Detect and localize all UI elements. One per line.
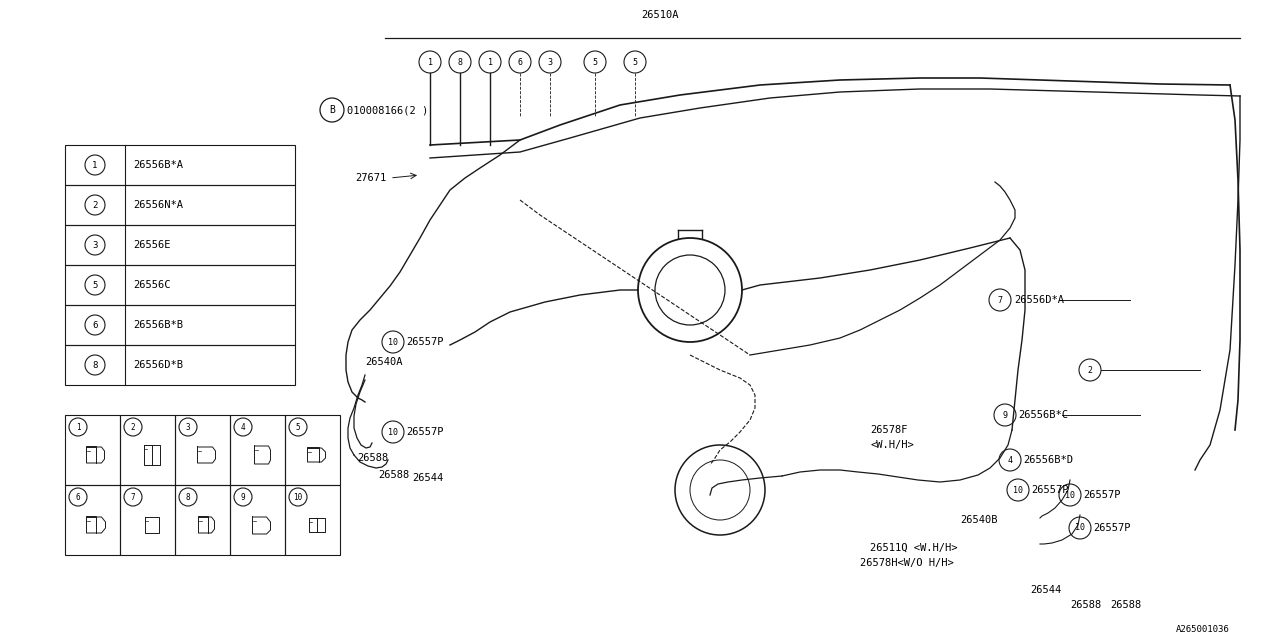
- Bar: [120, 485, 175, 555]
- Bar: [65, 145, 294, 185]
- Bar: [65, 185, 294, 225]
- Text: A265001036: A265001036: [1176, 625, 1230, 634]
- Text: 7: 7: [131, 493, 136, 502]
- Bar: [230, 415, 285, 485]
- Bar: [285, 415, 340, 485]
- Text: 26556B*B: 26556B*B: [133, 320, 183, 330]
- Text: 10: 10: [388, 337, 398, 346]
- Text: 10: 10: [1065, 490, 1075, 499]
- Text: 4: 4: [241, 422, 246, 431]
- Text: 4: 4: [1007, 456, 1012, 465]
- Text: 1: 1: [428, 58, 433, 67]
- Text: 5: 5: [632, 58, 637, 67]
- Text: 9: 9: [241, 493, 246, 502]
- Text: 26578H<W/O H/H>: 26578H<W/O H/H>: [860, 558, 954, 568]
- Text: 6: 6: [76, 493, 81, 502]
- Text: 5: 5: [92, 280, 97, 289]
- Text: 7: 7: [997, 296, 1002, 305]
- Text: 1: 1: [92, 161, 97, 170]
- Text: 6: 6: [517, 58, 522, 67]
- Text: 26556D*B: 26556D*B: [133, 360, 183, 370]
- Text: 10: 10: [293, 493, 302, 502]
- Bar: [230, 485, 285, 555]
- Text: 26557P: 26557P: [1083, 490, 1120, 500]
- Text: 26557P: 26557P: [1093, 523, 1130, 533]
- Text: 6: 6: [92, 321, 97, 330]
- Text: 26557P: 26557P: [406, 427, 443, 437]
- Bar: [65, 485, 120, 555]
- Bar: [65, 345, 294, 385]
- Text: 26588: 26588: [1070, 600, 1101, 610]
- Bar: [65, 265, 294, 305]
- Text: 010008166(2 ): 010008166(2 ): [347, 105, 429, 115]
- Text: 1: 1: [76, 422, 81, 431]
- Text: 5: 5: [296, 422, 301, 431]
- Text: 26510A: 26510A: [641, 10, 678, 20]
- Text: 26556B*C: 26556B*C: [1018, 410, 1068, 420]
- Text: 2: 2: [1088, 365, 1093, 374]
- Text: 3: 3: [92, 241, 97, 250]
- Bar: [120, 415, 175, 485]
- Text: 9: 9: [1002, 410, 1007, 419]
- Text: 26588: 26588: [378, 470, 410, 480]
- Text: 26556B*D: 26556B*D: [1023, 455, 1073, 465]
- Bar: [65, 415, 120, 485]
- Text: 1: 1: [488, 58, 493, 67]
- Text: B: B: [329, 105, 335, 115]
- Bar: [65, 305, 294, 345]
- Text: 26557P: 26557P: [1030, 485, 1069, 495]
- Text: 26540A: 26540A: [365, 357, 402, 367]
- Text: 8: 8: [92, 360, 97, 369]
- Text: 26540B: 26540B: [960, 515, 997, 525]
- Bar: [285, 485, 340, 555]
- Text: 26511Q <W.H/H>: 26511Q <W.H/H>: [870, 543, 957, 553]
- Bar: [175, 485, 230, 555]
- Text: 26588: 26588: [1110, 600, 1142, 610]
- Text: 26556E: 26556E: [133, 240, 170, 250]
- Text: 3: 3: [548, 58, 553, 67]
- Bar: [175, 415, 230, 485]
- Text: 10: 10: [1012, 486, 1023, 495]
- Text: 26556N*A: 26556N*A: [133, 200, 183, 210]
- Text: 26544: 26544: [412, 473, 443, 483]
- Text: 2: 2: [92, 200, 97, 209]
- Text: 3: 3: [186, 422, 191, 431]
- Text: 27671: 27671: [355, 173, 387, 183]
- Bar: [65, 225, 294, 265]
- Text: 8: 8: [186, 493, 191, 502]
- Text: 26556D*A: 26556D*A: [1014, 295, 1064, 305]
- Text: 26578F: 26578F: [870, 425, 908, 435]
- Text: 26544: 26544: [1030, 585, 1061, 595]
- Text: 8: 8: [457, 58, 462, 67]
- Text: 26556B*A: 26556B*A: [133, 160, 183, 170]
- Text: 10: 10: [388, 428, 398, 436]
- Text: 5: 5: [593, 58, 598, 67]
- Text: 10: 10: [1075, 524, 1085, 532]
- Text: 26588: 26588: [357, 453, 388, 463]
- Text: <W.H/H>: <W.H/H>: [870, 440, 914, 450]
- Text: 26556C: 26556C: [133, 280, 170, 290]
- Text: 2: 2: [131, 422, 136, 431]
- Text: 26557P: 26557P: [406, 337, 443, 347]
